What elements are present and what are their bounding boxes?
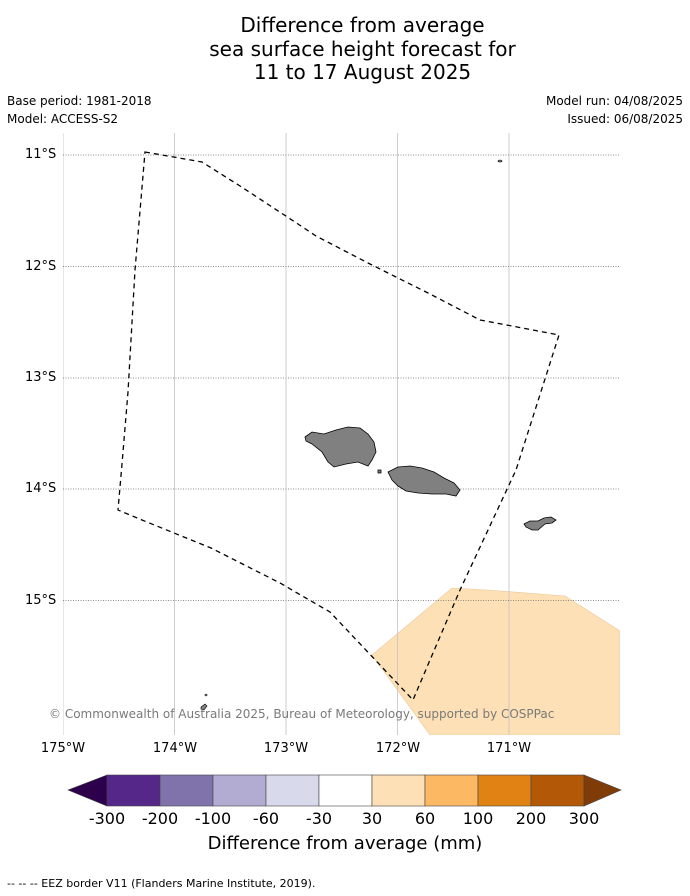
- island-manono-apolima: [377, 469, 382, 474]
- colorbar-segment-1: [106, 774, 161, 807]
- colorbar-tick: 30: [361, 809, 383, 828]
- island-small-west: [204, 693, 208, 697]
- colorbar-tick: 100: [462, 809, 494, 828]
- colorbar-tick: -60: [252, 809, 280, 828]
- longitude-gridlines: [63, 133, 510, 735]
- colorbar-segment-4: [265, 774, 320, 807]
- colorbar-tick: 300: [568, 809, 600, 828]
- lat-label-11s: 11°S: [25, 147, 57, 162]
- island-rose: [497, 159, 503, 163]
- model-name: Model: ACCESS-S2: [7, 112, 119, 126]
- colorbar-segment-7: [424, 774, 479, 807]
- lat-label-13s: 13°S: [25, 370, 57, 385]
- lon-label-172w: 172°W: [375, 741, 421, 756]
- lon-label-175w: 175°W: [40, 741, 86, 756]
- eez-border: [117, 151, 560, 702]
- lat-label-14s: 14°S: [25, 481, 57, 496]
- colorbar: [67, 774, 622, 807]
- colorbar-tick: -30: [305, 809, 333, 828]
- island-niuafoou: [200, 703, 208, 711]
- colorbar-tick: -200: [141, 809, 179, 828]
- colorbar-title: Difference from average (mm): [207, 833, 483, 854]
- colorbar-segment-8: [477, 774, 532, 807]
- lon-label-171w: 171°W: [486, 741, 532, 756]
- colorbar-extend-high: [583, 774, 622, 807]
- copyright-notice: © Commonwealth of Australia 2025, Bureau…: [49, 707, 555, 721]
- anomaly-region-30-60: [371, 587, 620, 735]
- island-upolu: [387, 465, 461, 497]
- colorbar-extend-low: [67, 774, 108, 807]
- lon-label-174w: 174°W: [152, 741, 198, 756]
- base-period: Base period: 1981-2018: [7, 94, 152, 108]
- lat-label-15s: 15°S: [25, 593, 57, 608]
- map-title: Difference from average sea surface heig…: [0, 13, 690, 85]
- title-line-2: sea surface height forecast for: [209, 36, 516, 61]
- colorbar-tick: -300: [88, 809, 126, 828]
- colorbar-tick: -100: [194, 809, 232, 828]
- lat-label-12s: 12°S: [25, 259, 57, 274]
- colorbar-segment-9: [530, 774, 585, 807]
- colorbar-tick: 60: [414, 809, 436, 828]
- issued-date: Issued: 06/08/2025: [567, 112, 683, 126]
- island-savaii: [304, 426, 377, 468]
- eez-border-footnote: -- -- -- EEZ border V11 (Flanders Marine…: [7, 877, 316, 890]
- island-tutuila: [523, 516, 557, 531]
- colorbar-tick: 200: [515, 809, 547, 828]
- colorbar-segment-6: [371, 774, 426, 807]
- colorbar-segment-2: [159, 774, 214, 807]
- model-run: Model run: 04/08/2025: [545, 94, 683, 108]
- latitude-gridlines: [63, 154, 620, 601]
- colorbar-segment-5: [318, 774, 373, 807]
- title-line-3: 11 to 17 August 2025: [253, 60, 472, 84]
- title-line-1: Difference from average: [240, 13, 485, 37]
- colorbar-segment-3: [212, 774, 267, 807]
- lon-label-173w: 173°W: [263, 741, 309, 756]
